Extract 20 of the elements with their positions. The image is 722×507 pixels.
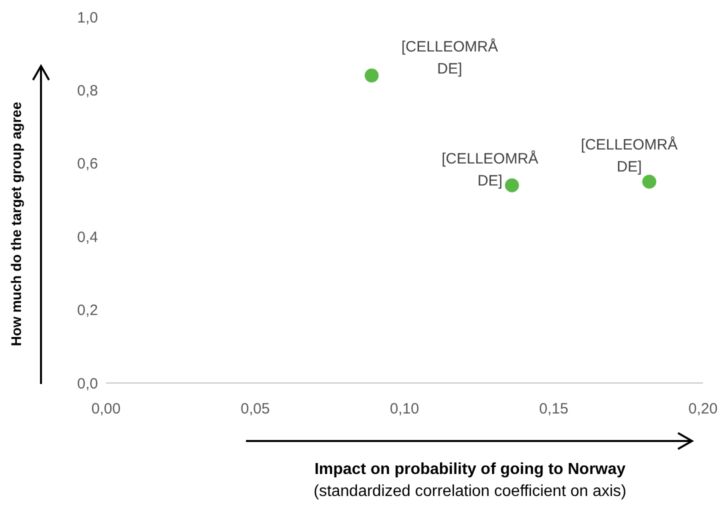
x-tick-label: 0,00: [91, 400, 121, 418]
x-tick-label: 0,10: [390, 400, 420, 418]
y-tick-label: 0,6: [77, 156, 98, 173]
data-label: [CELLEOMRÅDE]: [442, 149, 538, 190]
x-tick-label: 0,05: [240, 400, 270, 418]
data-label: [CELLEOMRÅDE]: [401, 38, 498, 78]
y-tick-label: 0,0: [77, 375, 98, 392]
y-tick-label: 0,2: [77, 302, 98, 320]
data-label: [CELLEOMRÅDE]: [580, 136, 678, 176]
y-axis-title: How much do the target group agree: [8, 100, 25, 348]
point: [504, 178, 519, 192]
x-tick-label: 0,15: [539, 400, 568, 418]
x-tick-label: 0,20: [688, 400, 718, 418]
point: [642, 174, 656, 189]
x-axis-title: Impact on probability of going to Norway: [313, 460, 627, 480]
text: (standardized correlation coefficient on axis): [312, 482, 628, 502]
y-tick-label: 0,4: [77, 228, 98, 246]
point: [364, 68, 379, 83]
y-tick-label: 0,8: [77, 82, 98, 100]
y-tick-label: 1,0: [77, 9, 98, 26]
